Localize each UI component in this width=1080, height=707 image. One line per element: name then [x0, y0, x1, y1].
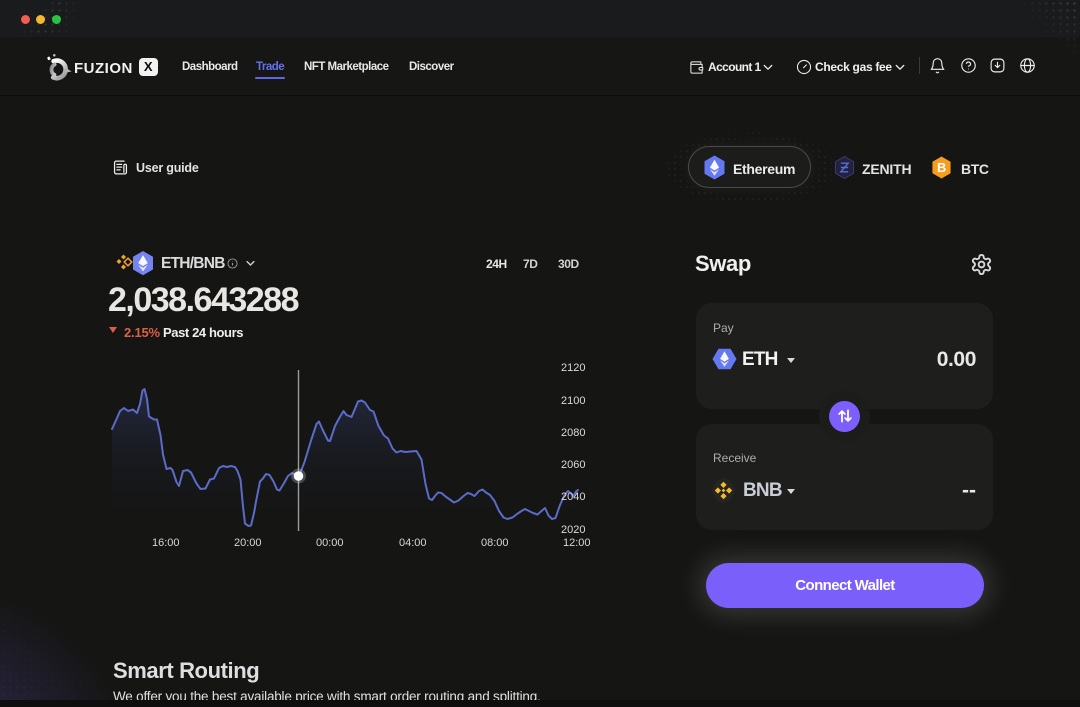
svg-text:B: B [937, 160, 946, 175]
